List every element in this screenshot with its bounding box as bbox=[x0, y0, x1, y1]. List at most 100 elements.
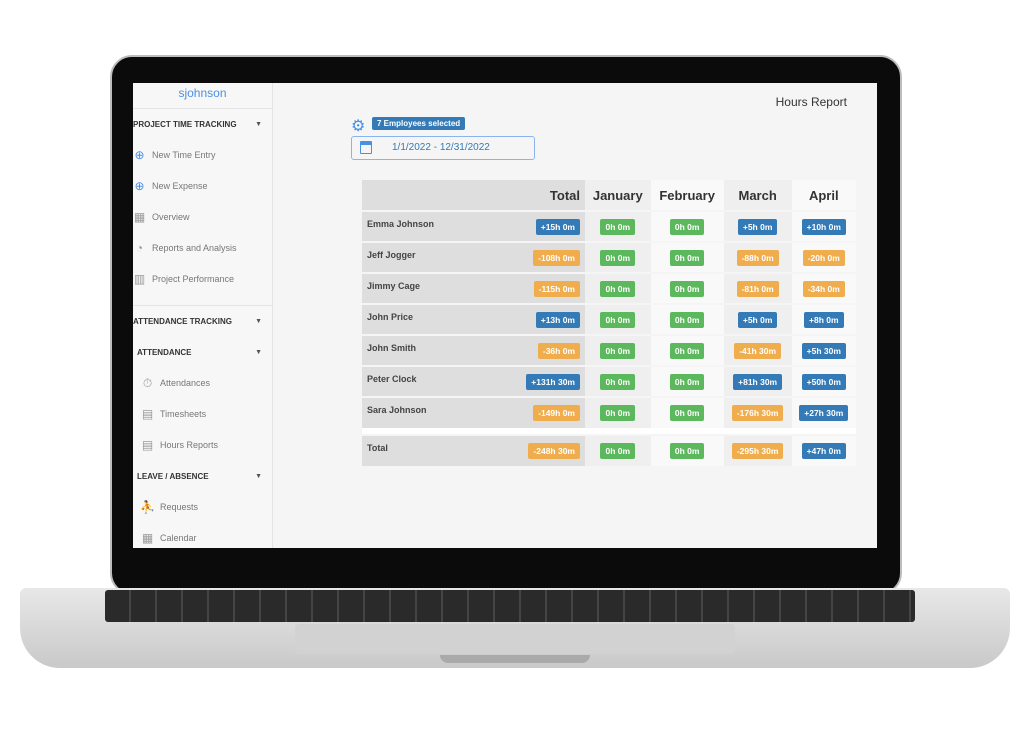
page-title: Hours Report bbox=[775, 95, 847, 109]
cell-january: 0h 0m bbox=[585, 396, 651, 428]
cell-total: -36h 0m bbox=[517, 334, 585, 366]
cell-january: 0h 0m bbox=[585, 303, 651, 335]
sidebar-item-reports-and-analysis[interactable]: ◔ Reports and Analysis bbox=[133, 233, 272, 264]
hours-badge: 0h 0m bbox=[669, 405, 705, 421]
calendar-icon bbox=[360, 141, 372, 154]
calendar-icon: ▦ bbox=[141, 531, 154, 545]
sidebar-item-overview[interactable]: ▦ Overview bbox=[133, 202, 272, 233]
cell-total: +131h 30m bbox=[517, 365, 585, 397]
table-row: Total -248h 30m 0h 0m 0h 0m -295h 30m +47h 0m bbox=[362, 434, 856, 466]
employee-name: Total bbox=[362, 434, 517, 466]
hours-badge: 0h 0m bbox=[600, 405, 636, 421]
cell-february: 0h 0m bbox=[650, 272, 724, 304]
table-row: John Smith -36h 0m 0h 0m 0h 0m -41h 30m +5h 3… bbox=[362, 334, 856, 366]
sidebar-item-label: Project Performance bbox=[152, 274, 235, 284]
cell-february: 0h 0m bbox=[650, 334, 724, 366]
table-row: Sara Johnson -149h 0m 0h 0m 0h 0m -176h 30m +… bbox=[362, 396, 856, 428]
employee-name: Jeff Jogger bbox=[362, 241, 517, 273]
employee-name: John Smith bbox=[362, 334, 517, 366]
cell-january: 0h 0m bbox=[585, 334, 651, 366]
hours-badge: 0h 0m bbox=[600, 311, 636, 328]
hours-badge: 0h 0m bbox=[669, 249, 705, 266]
section-label: ATTENDANCE bbox=[137, 348, 192, 357]
column-header-february: February bbox=[650, 180, 724, 211]
hours-badge: 0h 0m bbox=[600, 443, 636, 459]
sidebar-item-label: New Expense bbox=[152, 181, 208, 191]
hours-badge: -108h 0m bbox=[533, 249, 580, 266]
section-attendance-tracking[interactable]: ATTENDANCE TRACKING ▼ bbox=[133, 306, 272, 337]
sidebar-item-attendances[interactable]: ⏱ Attendances bbox=[133, 368, 272, 399]
hours-badge: -115h 0m bbox=[533, 280, 580, 297]
sidebar-item-label: Reports and Analysis bbox=[152, 243, 237, 253]
cell-april: -20h 0m bbox=[791, 241, 856, 273]
hours-badge: +5h 0m bbox=[737, 218, 778, 235]
caret-down-icon: ▼ bbox=[255, 318, 262, 325]
cell-april: +27h 30m bbox=[791, 396, 856, 428]
sidebar-item-calendar[interactable]: ▦ Calendar bbox=[133, 523, 272, 548]
sidebar-item-new-time-entry[interactable]: ⊕ New Time Entry bbox=[133, 140, 272, 171]
cell-total: -115h 0m bbox=[517, 272, 585, 304]
hours-badge: 0h 0m bbox=[669, 443, 705, 459]
gear-icon[interactable]: ⚙ bbox=[351, 118, 366, 135]
cell-april: +8h 0m bbox=[791, 303, 856, 335]
table-row: Peter Clock +131h 30m 0h 0m 0h 0m +81h 30m +5… bbox=[362, 365, 856, 397]
hours-badge: 0h 0m bbox=[669, 373, 705, 390]
cell-january: 0h 0m bbox=[585, 272, 651, 304]
cell-march: -81h 0m bbox=[723, 272, 792, 304]
column-header-total: Total bbox=[517, 180, 585, 211]
sidebar-item-hours-reports[interactable]: ▤ Hours Reports bbox=[133, 430, 272, 461]
employee-name: John Price bbox=[362, 303, 517, 335]
hours-badge: +81h 30m bbox=[733, 373, 783, 390]
hours-badge: -248h 30m bbox=[528, 443, 580, 459]
cell-february: 0h 0m bbox=[650, 303, 724, 335]
sidebar-item-project-performance[interactable]: ▥ Project Performance bbox=[133, 264, 272, 295]
cell-march: -41h 30m bbox=[723, 334, 792, 366]
section-label: PROJECT TIME TRACKING bbox=[133, 120, 237, 129]
cell-total: +13h 0m bbox=[517, 303, 585, 335]
hours-badge: +13h 0m bbox=[535, 311, 580, 328]
date-range-value: 1/1/2022 - 12/31/2022 bbox=[392, 142, 490, 153]
column-header-january: January bbox=[585, 180, 651, 211]
section-project-time-tracking[interactable]: PROJECT TIME TRACKING ▼ bbox=[133, 109, 272, 140]
hours-badge: -81h 0m bbox=[736, 280, 779, 297]
cell-february: 0h 0m bbox=[650, 210, 724, 242]
hours-table: Total January February March April Emma Johns… bbox=[362, 180, 856, 466]
sidebar-item-label: Attendances bbox=[160, 378, 211, 388]
employee-name: Jimmy Cage bbox=[362, 272, 517, 304]
cell-january: 0h 0m bbox=[585, 434, 651, 466]
document-icon: ▤ bbox=[141, 438, 154, 452]
section-leave-absence[interactable]: LEAVE / ABSENCE ▼ bbox=[133, 461, 272, 492]
column-header-april: April bbox=[791, 180, 856, 211]
pie-chart-icon: ◔ bbox=[135, 241, 144, 255]
row-spacer bbox=[362, 428, 856, 435]
employees-selected-badge[interactable]: 7 Employees selected bbox=[372, 117, 466, 130]
sidebar-item-timesheets[interactable]: ▤ Timesheets bbox=[133, 399, 272, 430]
calendar-icon: ▦ bbox=[133, 210, 146, 224]
employee-name: Peter Clock bbox=[362, 365, 517, 397]
table-row: John Price +13h 0m 0h 0m 0h 0m +5h 0m +8h 0m bbox=[362, 303, 856, 335]
sidebar-item-label: Timesheets bbox=[160, 409, 207, 419]
hours-badge: +27h 30m bbox=[799, 405, 849, 421]
sidebar-item-new-expense[interactable]: ⊕ New Expense bbox=[133, 171, 272, 202]
sidebar-item-label: New Time Entry bbox=[152, 150, 216, 160]
trackpad bbox=[295, 624, 735, 654]
sidebar-item-label: Hours Reports bbox=[160, 440, 219, 450]
hours-badge: 0h 0m bbox=[600, 342, 636, 359]
cell-february: 0h 0m bbox=[650, 434, 724, 466]
caret-down-icon: ▼ bbox=[255, 121, 262, 128]
keyboard bbox=[105, 590, 915, 622]
sidebar-item-requests[interactable]: ⛹ Requests bbox=[133, 492, 272, 523]
sidebar: sjohnson PROJECT TIME TRACKING ▼ ⊕ New Tim… bbox=[133, 83, 273, 548]
employee-name: Sara Johnson bbox=[362, 396, 517, 428]
sidebar-item-label: Calendar bbox=[160, 533, 197, 543]
hours-badge: +50h 0m bbox=[801, 373, 846, 390]
lid-notch bbox=[440, 655, 590, 663]
date-range-picker[interactable]: 1/1/2022 - 12/31/2022 bbox=[351, 136, 535, 160]
cell-march: -88h 0m bbox=[723, 241, 792, 273]
hours-badge: 0h 0m bbox=[669, 342, 705, 359]
username[interactable]: sjohnson bbox=[133, 83, 272, 109]
section-attendance[interactable]: ATTENDANCE ▼ bbox=[133, 337, 272, 368]
caret-down-icon: ▼ bbox=[255, 473, 262, 480]
hours-badge: +15h 0m bbox=[535, 218, 580, 235]
caret-down-icon: ▼ bbox=[255, 349, 262, 356]
